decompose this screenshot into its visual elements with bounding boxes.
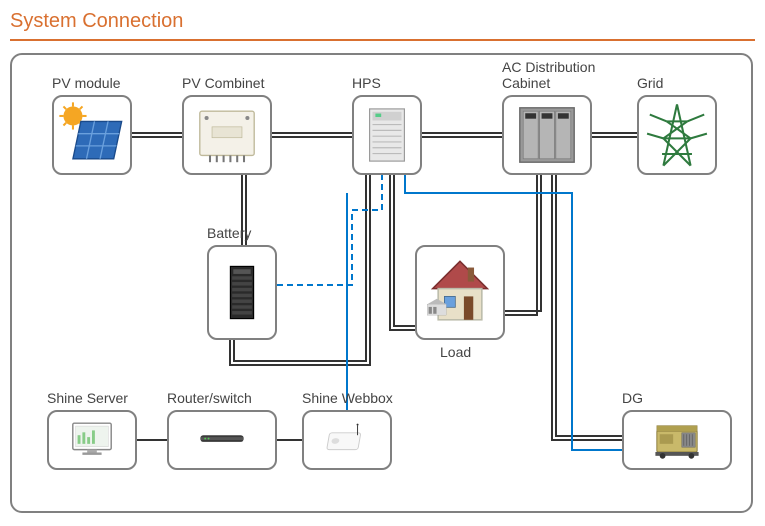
label-hps: HPS (352, 75, 482, 91)
node-grid (637, 95, 717, 175)
node-load (415, 245, 505, 340)
generator-icon (628, 416, 726, 464)
diagram-frame: PV module PV Combinet HPS (10, 53, 753, 513)
label-shine_server: Shine Server (47, 390, 177, 406)
hps-icon (358, 101, 416, 169)
label-ac_cab: AC Distribution Cabinet (502, 59, 632, 91)
label-shine_webbox: Shine Webbox (302, 390, 432, 406)
grid-icon (643, 101, 711, 169)
label-pv_combinet: PV Combinet (182, 75, 312, 91)
label-pv_module: PV module (52, 75, 182, 91)
label-router: Router/switch (167, 390, 297, 406)
cabinet-icon (508, 101, 586, 169)
label-dg: DG (622, 390, 752, 406)
node-pv_module (52, 95, 132, 175)
house-icon (421, 251, 499, 334)
combiner-icon (188, 101, 266, 169)
label-load: Load (440, 344, 471, 360)
node-shine_server (47, 410, 137, 470)
node-pv_combinet (182, 95, 272, 175)
label-grid: Grid (637, 75, 765, 91)
node-dg (622, 410, 732, 470)
page-title: System Connection (10, 10, 755, 41)
node-hps (352, 95, 422, 175)
node-shine_webbox (302, 410, 392, 470)
label-battery: Battery (207, 225, 337, 241)
node-router (167, 410, 277, 470)
node-battery (207, 245, 277, 340)
battery-icon (213, 251, 271, 334)
monitor-icon (53, 416, 131, 464)
webbox-icon (308, 416, 386, 464)
router-icon (173, 416, 271, 464)
node-ac_cab (502, 95, 592, 175)
solar-icon (58, 101, 126, 169)
